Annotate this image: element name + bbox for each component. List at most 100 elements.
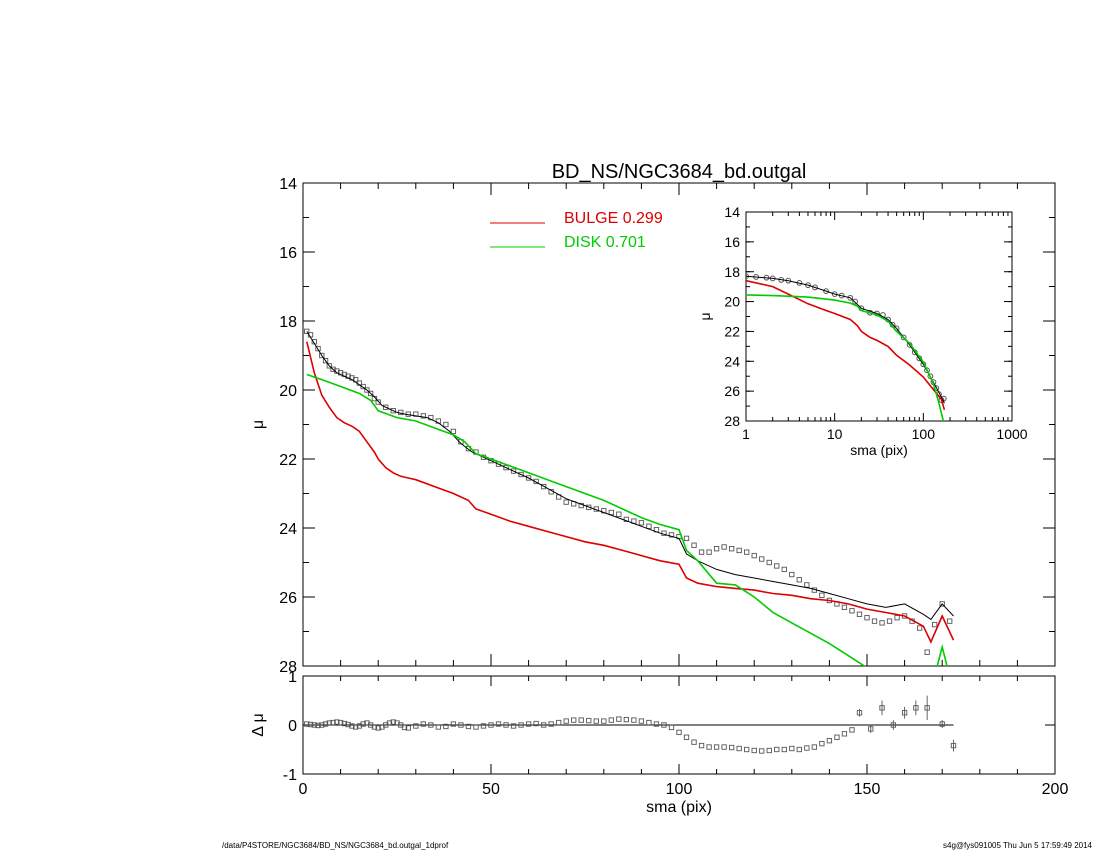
residual-point: [578, 717, 584, 723]
residual-point: [311, 722, 317, 728]
residual-point: [334, 719, 340, 725]
data-point: [698, 549, 705, 555]
data-point: [638, 520, 645, 526]
data-point: [360, 383, 366, 390]
data-point: [924, 367, 930, 374]
residual-point: [450, 721, 457, 727]
residual-point: [744, 746, 750, 753]
residual-point: [728, 744, 735, 751]
residual-point: [766, 747, 772, 754]
bulge-profile-line: [306, 341, 955, 644]
data-point: [319, 352, 325, 359]
data-point: [864, 615, 870, 621]
data-point: [368, 390, 374, 397]
y-tick-label: 22: [279, 452, 297, 469]
data-point: [736, 547, 742, 554]
residual-point: [413, 723, 419, 729]
y-tick-label: 24: [279, 521, 297, 538]
residual-point: [819, 740, 825, 747]
residual-point: [337, 719, 344, 726]
residual-point: [751, 747, 757, 754]
residual-point: [646, 719, 652, 726]
data-point: [450, 428, 457, 435]
residual-series-group: [304, 695, 957, 754]
y-tick-label: 14: [279, 176, 297, 193]
residual-point: [315, 722, 321, 729]
residual-point: [405, 725, 411, 731]
data-point: [420, 413, 426, 419]
x-tick-label: 1: [742, 426, 750, 442]
data-point: [616, 511, 622, 517]
residual-point: [304, 721, 310, 727]
residual-point: [428, 722, 434, 728]
residual-point: [341, 720, 348, 727]
data-point: [886, 618, 893, 624]
data-point: [804, 582, 810, 588]
data-point: [900, 334, 907, 341]
residual-point: [631, 717, 637, 723]
residual-point: [525, 721, 532, 727]
residual-point: [789, 745, 795, 752]
residual-point: [601, 718, 607, 724]
residual-point: [458, 722, 464, 728]
data-point: [304, 328, 310, 334]
residual-point: [390, 719, 396, 725]
data-point: [847, 294, 854, 301]
residual-point: [330, 719, 336, 726]
data-point: [578, 502, 584, 509]
y-tick-label: -1: [283, 767, 297, 784]
data-point: [683, 535, 690, 542]
data-point: [691, 542, 697, 548]
data-point: [728, 546, 735, 552]
data-point: [563, 499, 569, 505]
residual-point: [435, 724, 442, 730]
residual-point: [322, 721, 329, 727]
data-point: [939, 601, 945, 607]
residual-point: [518, 722, 524, 728]
disk-profile-line: [306, 373, 948, 666]
residual-point: [465, 723, 472, 730]
residual-point: [548, 721, 554, 727]
data-point: [390, 408, 396, 414]
residual-point: [759, 748, 765, 754]
residual-point: [420, 721, 426, 727]
data-point: [608, 509, 614, 516]
data-point: [894, 615, 900, 621]
data-point: [668, 532, 675, 538]
residual-point: [623, 716, 630, 723]
residual-point: [586, 717, 592, 724]
footer-path: /data/P4STORE/NGC3684/BD_NS/NGC3684_bd.o…: [222, 841, 449, 850]
data-point: [540, 483, 547, 490]
x-tick-label: 50: [482, 781, 500, 798]
residual-xlabel: sma (pix): [646, 799, 712, 816]
data-point: [759, 556, 765, 562]
data-point: [375, 399, 381, 405]
main-series-group: [304, 328, 955, 666]
residual-point: [736, 745, 742, 752]
residual-point: [638, 718, 645, 724]
y-tick-label: 22: [724, 323, 740, 339]
data-point: [947, 618, 953, 624]
data-point: [849, 608, 855, 614]
residual-point: [352, 724, 359, 730]
inset-log-profile-panel: 1 10 100 1000 14 16 18 20 22 24 26 28 μ sma (pix): [697, 204, 1028, 458]
residual-point: [890, 722, 896, 728]
y-tick-label: 28: [279, 659, 297, 676]
residual-point: [443, 723, 449, 730]
residual-point: [924, 705, 930, 711]
residual-point: [901, 710, 908, 716]
residual-point: [698, 742, 705, 749]
data-point: [774, 563, 780, 569]
data-point: [789, 571, 795, 578]
data-point: [796, 577, 802, 583]
main-frame: [302, 182, 1056, 667]
chart-title: BD_NS/NGC3684_bd.outgal: [552, 161, 807, 183]
residual-point: [593, 718, 599, 724]
disk-profile-line: [746, 294, 945, 421]
y-tick-label: 26: [724, 383, 740, 399]
y-tick-label: 24: [724, 353, 740, 369]
data-point: [326, 363, 332, 369]
data-point: [518, 471, 524, 478]
bulge-profile-line: [746, 279, 946, 411]
